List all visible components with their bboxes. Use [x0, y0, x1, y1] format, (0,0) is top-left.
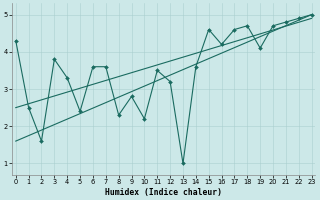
X-axis label: Humidex (Indice chaleur): Humidex (Indice chaleur) — [105, 188, 222, 197]
